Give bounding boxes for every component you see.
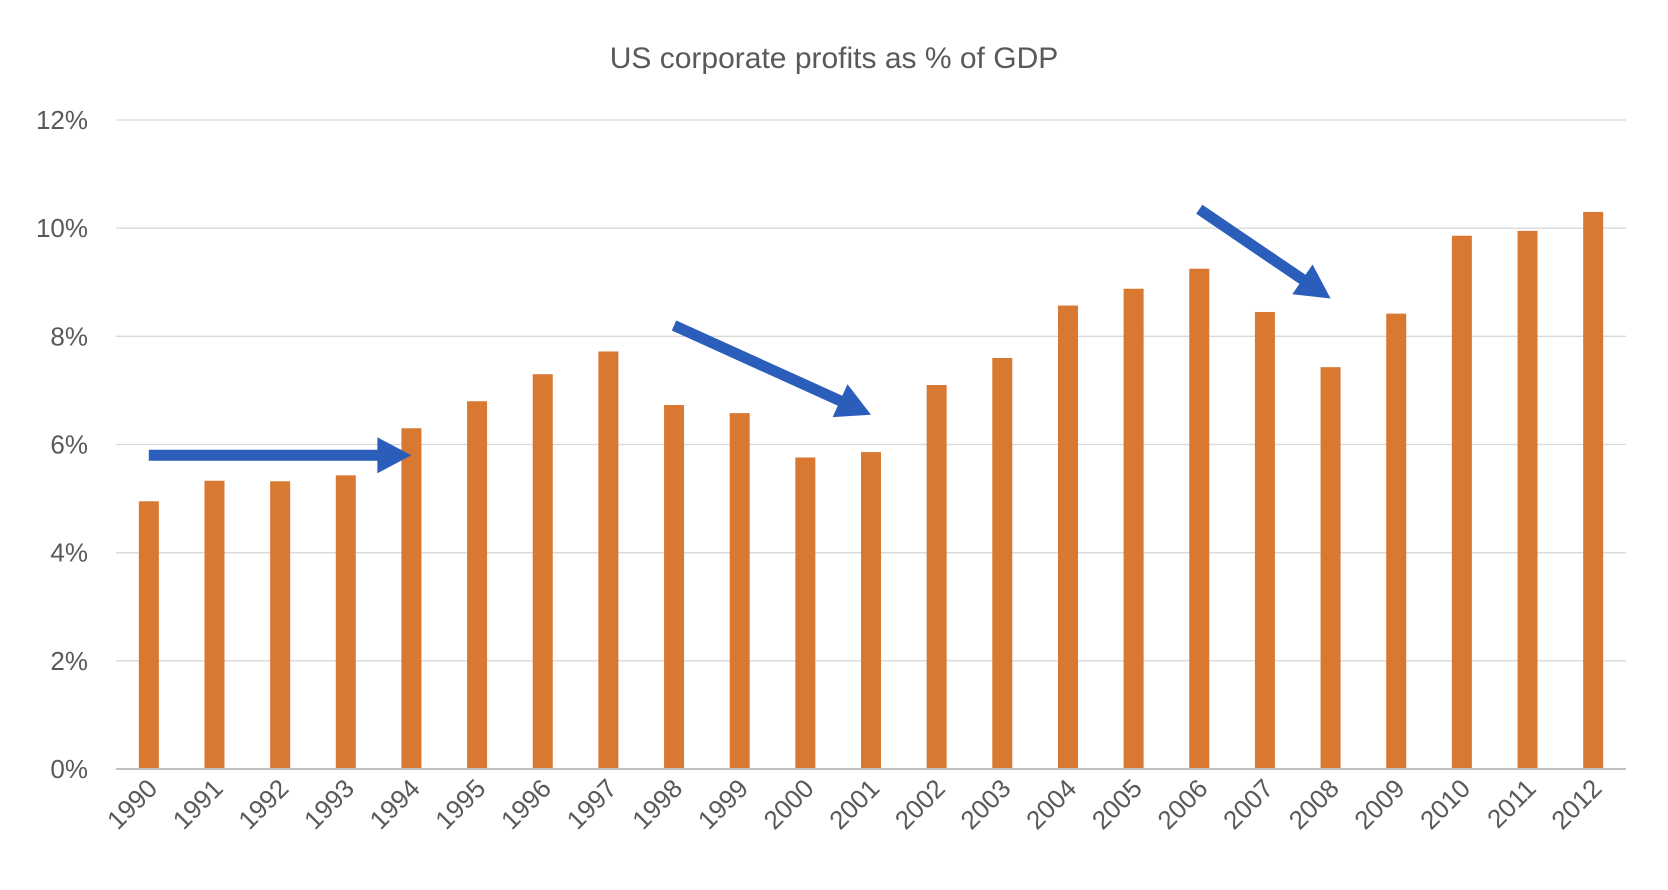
y-axis-ticks: 0% 2% 4% 6% 8% 10% 12%	[36, 105, 88, 784]
x-tick-label: 1994	[364, 773, 426, 835]
bar-2001	[861, 452, 881, 769]
bar-2003	[992, 357, 1013, 769]
x-tick-label: 2000	[757, 773, 819, 835]
bar-1994	[401, 428, 422, 769]
x-tick-label: 2012	[1545, 773, 1607, 835]
bar-2010	[1451, 235, 1472, 769]
x-tick-label: 1992	[232, 773, 294, 835]
annotation-arrow-2	[671, 320, 871, 418]
bar-1990	[138, 501, 159, 769]
bar-1995	[467, 401, 488, 769]
x-tick-label: 2003	[954, 773, 1016, 835]
y-tick-label: 2%	[50, 646, 88, 676]
x-tick-label: 2005	[1086, 773, 1148, 835]
x-tick-label: 1998	[626, 773, 688, 835]
x-tick-label: 1993	[298, 773, 360, 835]
x-tick-label: 1996	[495, 773, 557, 835]
gridlines	[116, 119, 1626, 662]
bar-2007	[1254, 311, 1275, 769]
x-tick-label: 2011	[1481, 773, 1542, 834]
chart-title: US corporate profits as % of GDP	[610, 42, 1059, 75]
x-tick-label: 1999	[692, 773, 754, 835]
x-tick-label: 2006	[1151, 773, 1213, 835]
annotation-arrow-3	[1196, 204, 1331, 299]
x-tick-label: 2008	[1283, 773, 1345, 835]
bar-1991	[204, 480, 225, 769]
bar-2009	[1386, 313, 1407, 769]
bar-2006	[1189, 268, 1210, 769]
y-tick-label: 8%	[50, 321, 88, 351]
x-tick-label: 1997	[561, 773, 623, 835]
bar-1992	[270, 481, 291, 769]
bar-1999	[729, 413, 750, 769]
x-tick-label: 2004	[1020, 773, 1082, 835]
x-tick-label: 2001	[823, 773, 885, 835]
y-tick-label: 0%	[50, 754, 88, 784]
bar-2012	[1583, 211, 1604, 770]
x-tick-label: 1995	[429, 773, 491, 835]
y-tick-label: 4%	[50, 538, 88, 568]
x-tick-label: 2007	[1217, 773, 1279, 835]
x-tick-label: 1991	[167, 773, 229, 835]
x-tick-label: 2002	[889, 773, 951, 835]
y-tick-label: 12%	[36, 105, 88, 135]
annotation-arrow-1	[148, 437, 412, 474]
bars	[138, 211, 1604, 770]
bar-1998	[664, 405, 685, 769]
x-tick-label: 2010	[1414, 773, 1476, 835]
bar-2004	[1057, 305, 1078, 769]
x-tick-label: 1990	[101, 773, 163, 835]
bar-1997	[598, 351, 619, 769]
bar-2011	[1517, 230, 1538, 769]
x-axis-ticks: 1990 1991 1992 1993 1994 1995 1996 1997 1998 1999…	[101, 773, 1607, 835]
y-tick-label: 10%	[36, 213, 88, 243]
y-tick-label: 6%	[50, 430, 88, 460]
bar-2008	[1320, 367, 1341, 769]
x-tick-label: 2009	[1348, 773, 1410, 835]
bar-2000	[795, 457, 816, 769]
annotation-arrows	[148, 204, 1331, 474]
bar-1996	[532, 374, 553, 769]
bar-2002	[926, 385, 947, 769]
bar-2005	[1123, 288, 1144, 769]
bar-1993	[335, 475, 356, 769]
